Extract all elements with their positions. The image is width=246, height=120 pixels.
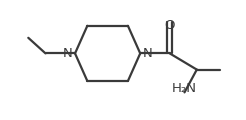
Text: O: O bbox=[165, 19, 175, 32]
Text: H₂N: H₂N bbox=[172, 82, 197, 95]
Text: N: N bbox=[63, 47, 73, 60]
Text: N: N bbox=[143, 47, 153, 60]
